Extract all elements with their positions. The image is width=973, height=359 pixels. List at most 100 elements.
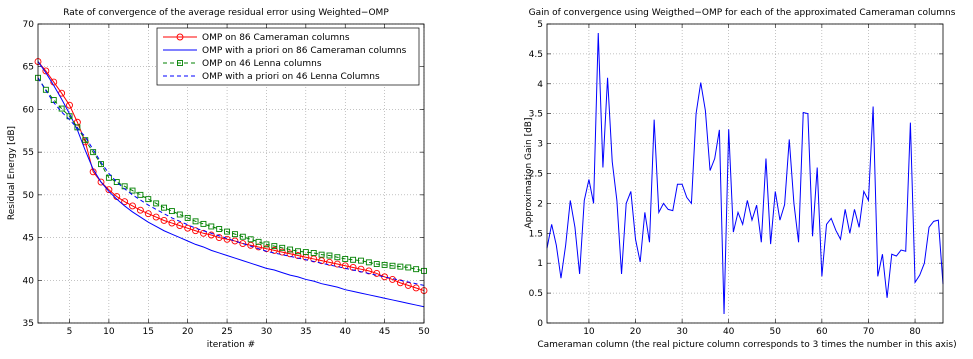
series-1-point bbox=[42, 67, 50, 75]
left-y-axis-label: Residual Energy [dB] bbox=[7, 126, 17, 220]
y-tick-label: 50 bbox=[23, 191, 35, 201]
right-plot-border bbox=[546, 23, 944, 324]
series-3-point bbox=[263, 241, 270, 248]
y-tick-label: 5 bbox=[537, 20, 543, 30]
series-3-point bbox=[326, 252, 333, 259]
series-3-point bbox=[334, 254, 341, 261]
y-tick-label: 65 bbox=[23, 63, 34, 73]
series-3-point bbox=[231, 231, 238, 238]
left-ticks: 5 10 15 20 25 30 35 40 45 50 35 40 45 50 55 60 65 70 bbox=[23, 20, 430, 337]
right-grid bbox=[547, 23, 943, 324]
series-3-point bbox=[192, 218, 199, 225]
series-1-point bbox=[207, 231, 215, 239]
series-3-point bbox=[342, 255, 349, 262]
series-3-point bbox=[66, 113, 73, 120]
series-1-point bbox=[231, 237, 239, 245]
series-3-point bbox=[350, 256, 357, 263]
y-tick-label: 2.5 bbox=[529, 170, 543, 180]
x-tick-label: 20 bbox=[630, 327, 642, 337]
x-tick-label: 30 bbox=[676, 327, 688, 337]
x-tick-label: 10 bbox=[583, 327, 595, 337]
y-tick-label: 60 bbox=[23, 105, 35, 115]
left-plot-border bbox=[37, 23, 425, 324]
x-tick-label: 5 bbox=[67, 327, 73, 337]
series-3-point bbox=[405, 264, 412, 271]
series-1-point bbox=[66, 101, 73, 109]
series-3-point bbox=[129, 187, 136, 194]
series-3-point bbox=[145, 196, 152, 203]
series-1-point bbox=[239, 240, 247, 248]
series-3-point bbox=[176, 211, 183, 218]
series-1-point bbox=[121, 198, 129, 206]
legend-marker-3 bbox=[177, 60, 183, 66]
x-tick-label: 40 bbox=[723, 327, 735, 337]
x-tick-label: 70 bbox=[863, 327, 875, 337]
y-tick-label: 3.5 bbox=[529, 110, 543, 120]
y-tick-label: 45 bbox=[23, 234, 34, 244]
x-tick-label: 10 bbox=[103, 327, 115, 337]
y-tick-label: 3 bbox=[537, 140, 543, 150]
series-3-point bbox=[373, 261, 380, 268]
series-1-point bbox=[278, 248, 286, 256]
series-1-point bbox=[286, 250, 294, 258]
x-tick-label: 60 bbox=[816, 327, 828, 337]
series-3-point bbox=[184, 214, 191, 221]
y-tick-label: 55 bbox=[23, 148, 34, 158]
legend-label-4: OMP with a priori on 46 Lenna Columns bbox=[202, 72, 380, 82]
y-tick-label: 2 bbox=[537, 199, 543, 209]
series-3-point bbox=[397, 263, 404, 270]
x-tick-label: 40 bbox=[339, 327, 351, 337]
series-3-point bbox=[239, 233, 246, 240]
series-3-point bbox=[42, 86, 49, 93]
series-3-point bbox=[105, 174, 112, 181]
series-1-point bbox=[176, 222, 184, 230]
series-3-point bbox=[287, 246, 294, 253]
x-tick-label: 50 bbox=[770, 327, 782, 337]
right-series bbox=[546, 32, 944, 315]
series-3-point bbox=[90, 149, 97, 156]
right-ticks: 10 20 30 40 50 60 70 80 0 0.5 1 1.5 2 2.5 3 3.5 4 4.5 5 bbox=[529, 20, 943, 337]
y-tick-label: 35 bbox=[23, 319, 34, 329]
series-line-4 bbox=[37, 77, 425, 286]
gain-chart: Gain of convergence using Weigthed−OMP f… bbox=[524, 8, 957, 350]
y-tick-label: 4.5 bbox=[529, 50, 543, 60]
series-3-point bbox=[216, 226, 223, 232]
left-x-axis-label: iteration # bbox=[207, 340, 255, 350]
series-1-point bbox=[129, 202, 136, 210]
series-line-2 bbox=[37, 61, 425, 308]
series-3-point bbox=[74, 124, 81, 131]
legend-label-3: OMP on 46 Lenna columns bbox=[202, 59, 322, 69]
series-1-point bbox=[97, 178, 105, 186]
series-1-point bbox=[160, 217, 168, 224]
x-tick-label: 35 bbox=[300, 327, 311, 337]
convergence-chart: Rate of convergence of the average resid… bbox=[7, 8, 430, 350]
series-1-point bbox=[373, 270, 381, 277]
x-tick-label: 45 bbox=[379, 327, 390, 337]
series-1-point bbox=[333, 260, 341, 268]
y-tick-label: 1 bbox=[537, 259, 543, 269]
legend-label-1: OMP on 86 Cameraman columns bbox=[202, 33, 350, 43]
series-1-point bbox=[105, 186, 113, 194]
left-chart-title: Rate of convergence of the average resid… bbox=[63, 8, 389, 18]
series-3-point bbox=[153, 200, 160, 207]
series-1-point bbox=[247, 241, 255, 249]
series-3-point bbox=[224, 228, 231, 235]
series-3-point bbox=[271, 243, 278, 250]
series-3-point bbox=[168, 208, 175, 215]
series-1-point bbox=[192, 227, 200, 235]
x-tick-label: 20 bbox=[182, 327, 194, 337]
series-3-point bbox=[200, 220, 207, 227]
series-3-point bbox=[381, 261, 388, 268]
y-tick-label: 0 bbox=[537, 319, 543, 329]
series-3-point bbox=[389, 262, 396, 269]
series-1-point bbox=[381, 273, 389, 281]
series-3-point bbox=[302, 249, 309, 256]
series-1-point bbox=[144, 210, 152, 218]
series-3-point bbox=[413, 266, 420, 273]
x-tick-label: 80 bbox=[909, 327, 921, 337]
series-1-point bbox=[326, 258, 333, 266]
y-tick-label: 40 bbox=[23, 276, 35, 286]
series-1-point bbox=[318, 257, 326, 265]
series-3-point bbox=[137, 191, 144, 198]
series-3-point bbox=[295, 248, 301, 255]
